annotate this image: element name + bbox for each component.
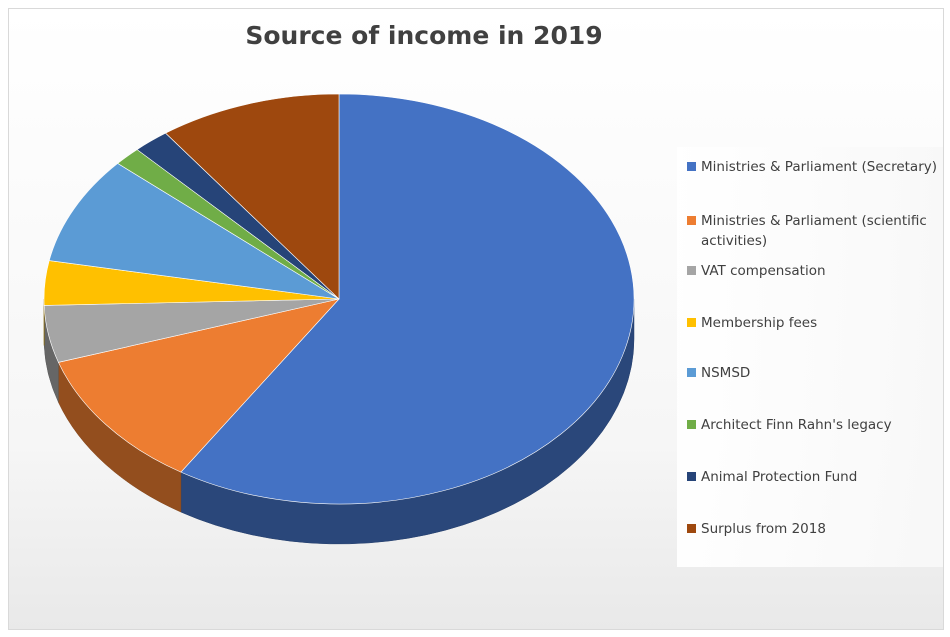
legend-swatch — [687, 524, 696, 533]
legend-item[interactable]: Surplus from 2018 — [687, 519, 943, 539]
legend-label: Surplus from 2018 — [701, 521, 826, 537]
legend: Ministries & Parliament (Secretary) Minis… — [677, 147, 943, 567]
pie-slice-4[interactable] — [48, 163, 340, 300]
legend-item[interactable]: NSMSD — [687, 363, 943, 383]
legend-swatch — [687, 472, 696, 481]
legend-item[interactable]: Membership fees — [687, 313, 943, 333]
legend-item[interactable]: Ministries & Parliament (Secretary) — [687, 157, 943, 177]
legend-label: Architect Finn Rahn's legacy — [701, 417, 892, 433]
pie-chart — [43, 93, 635, 545]
legend-item[interactable]: Architect Finn Rahn's legacy — [687, 415, 943, 435]
pie-slice-1[interactable] — [58, 298, 340, 473]
legend-swatch — [687, 368, 696, 377]
pie-top — [43, 93, 635, 505]
legend-item[interactable]: Animal Protection Fund — [687, 467, 943, 487]
chart-area: Source of income in 2019 Ministries & Pa… — [8, 8, 944, 630]
legend-label: Ministries & Parliament (scientific acti… — [701, 213, 927, 249]
legend-item[interactable]: Ministries & Parliament (scientific acti… — [687, 211, 943, 251]
legend-swatch — [687, 266, 696, 275]
legend-label: VAT compensation — [701, 263, 826, 279]
legend-swatch — [687, 162, 696, 171]
legend-label: Animal Protection Fund — [701, 469, 858, 485]
pie-slice-0[interactable] — [180, 93, 635, 505]
legend-item[interactable]: VAT compensation — [687, 261, 943, 281]
legend-swatch — [687, 420, 696, 429]
legend-label: NSMSD — [701, 365, 751, 381]
legend-label: Membership fees — [701, 315, 818, 331]
legend-swatch — [687, 216, 696, 225]
legend-label: Ministries & Parliament (Secretary) — [701, 159, 938, 175]
legend-swatch — [687, 318, 696, 327]
chart-title: Source of income in 2019 — [245, 21, 603, 50]
pie-slice-7[interactable] — [165, 93, 340, 300]
